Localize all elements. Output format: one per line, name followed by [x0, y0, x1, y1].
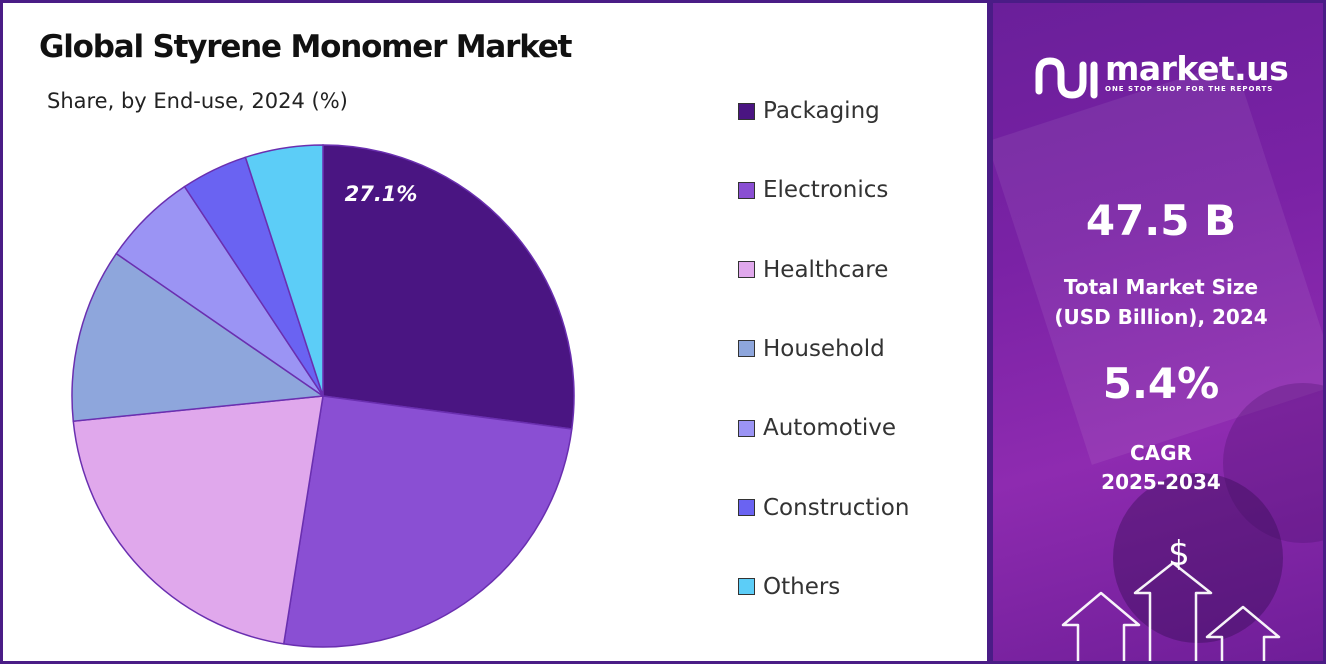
legend-item-others: Others	[738, 574, 840, 600]
legend-swatch	[738, 578, 755, 596]
cagr-value: 5.4%	[1102, 359, 1220, 408]
legend-item-healthcare: Healthcare	[738, 257, 888, 283]
cagr-label-line1: CAGR	[1130, 441, 1192, 465]
legend-item-household: Household	[738, 336, 885, 362]
legend-label: Healthcare	[763, 256, 889, 283]
pie-slice-healthcare	[72, 395, 324, 645]
chart-panel: Global Styrene Monomer Market Share, by …	[0, 0, 990, 664]
legend-label: Others	[763, 573, 841, 600]
market-size-label-line1: Total Market Size	[1063, 275, 1259, 299]
legend-label: Packaging	[763, 98, 880, 124]
legend-swatch	[738, 261, 755, 279]
legend-label: Construction	[763, 494, 910, 521]
market-size-label-line2: (USD Billion), 2024	[1054, 305, 1268, 329]
background-coin-shape	[1113, 473, 1283, 643]
legend-swatch	[738, 340, 755, 358]
legend-label: Electronics	[763, 177, 889, 204]
legend-item-automotive: Automotive	[738, 415, 896, 441]
summary-panel: market.us ONE STOP SHOP FOR THE REPORTS …	[990, 0, 1326, 664]
legend-swatch	[738, 102, 755, 120]
pie-slice-household	[71, 252, 326, 423]
growth-arrows-icon: $	[1061, 534, 1281, 661]
legend-item-packaging: Packaging	[738, 98, 880, 124]
cagr-label-line2: 2025-2034	[1101, 470, 1221, 494]
brand-logo: market.us ONE STOP SHOP FOR THE REPORTS	[1033, 49, 1289, 105]
legend-item-electronics: Electronics	[738, 177, 888, 203]
chart-subtitle: Share, by End-use, 2024 (%)	[47, 89, 348, 113]
legend-item-construction: Construction	[738, 495, 909, 521]
pie-slice-packaging	[322, 144, 575, 430]
dollar-symbol: $	[1168, 534, 1190, 574]
brand-name: market.us	[1105, 49, 1289, 88]
legend-swatch	[738, 419, 755, 437]
legend-swatch	[738, 499, 755, 516]
brand-tagline: ONE STOP SHOP FOR THE REPORTS	[1105, 85, 1274, 93]
legend-label: Automotive	[763, 415, 897, 442]
data-label-packaging: 27.1%	[345, 182, 418, 206]
chart-title: Global Styrene Monomer Market	[39, 29, 572, 65]
market-size-value: 47.5 B	[1085, 196, 1237, 245]
pie-chart: 27.1%	[71, 144, 575, 648]
market-us-logo-icon	[1035, 57, 1098, 99]
pie-slice-others	[244, 144, 324, 397]
pie-slice-electronics	[282, 395, 573, 648]
legend-label: Household	[763, 335, 885, 362]
legend-swatch	[738, 181, 755, 199]
